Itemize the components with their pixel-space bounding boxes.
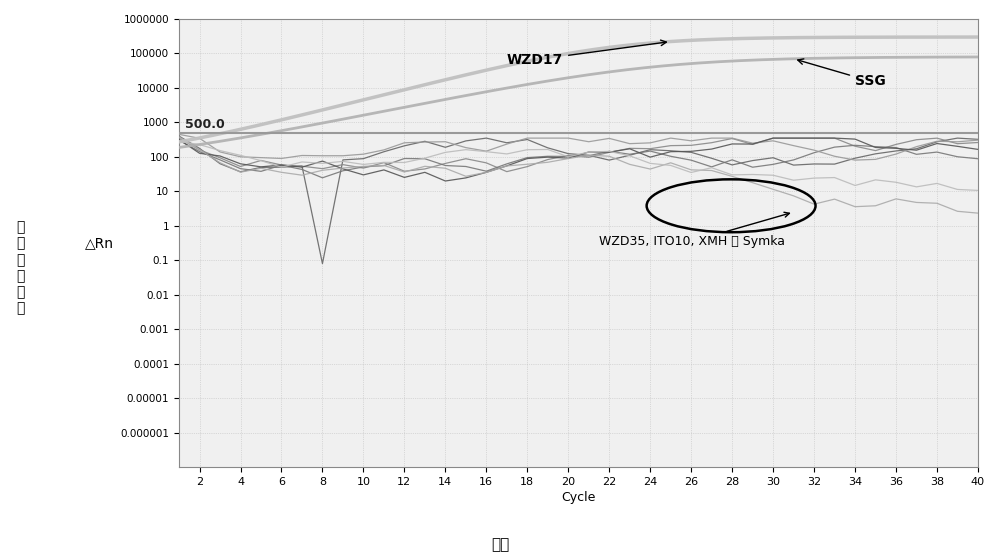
Text: 500.0: 500.0	[185, 118, 225, 131]
Text: SSG: SSG	[798, 59, 886, 88]
Y-axis label: △Rn: △Rn	[85, 236, 114, 250]
Text: WZD35, ITO10, XMH 和 Symka: WZD35, ITO10, XMH 和 Symka	[599, 212, 789, 248]
Text: 荧
光
强
度
变
化: 荧 光 强 度 变 化	[16, 220, 24, 315]
Text: WZD17: WZD17	[507, 40, 666, 67]
X-axis label: Cycle: Cycle	[561, 491, 596, 504]
Text: 循环: 循环	[491, 537, 509, 552]
